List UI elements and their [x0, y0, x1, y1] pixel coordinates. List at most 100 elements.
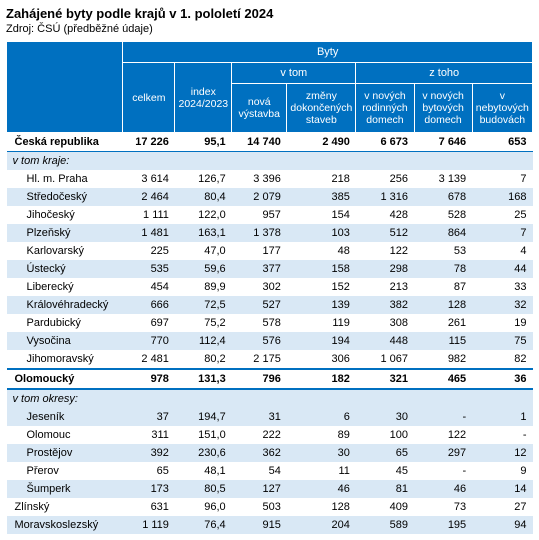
cell: 163,1 [175, 224, 232, 242]
cell: 1 316 [356, 188, 414, 206]
cell: 7 [472, 170, 532, 188]
table-row: Zlínský63196,05031284097327 [7, 498, 533, 516]
cell: 81 [356, 480, 414, 498]
cell: 30 [356, 408, 414, 426]
cell: 7 646 [414, 133, 472, 152]
table-row: Prostějov392230,6362306529712 [7, 444, 533, 462]
cell: 154 [287, 206, 356, 224]
table-row: Česká republika17 22695,114 7402 4906 67… [7, 133, 533, 152]
page-subtitle: Zdroj: ČSÚ (předběžné údaje) [6, 23, 533, 35]
header-group-vtom: v tom [232, 63, 356, 84]
cell: 37 [123, 408, 175, 426]
table-row: Ústecký53559,63771582987844 [7, 260, 533, 278]
cell: 72,5 [175, 296, 232, 314]
cell: 311 [123, 426, 175, 444]
cell: 128 [287, 498, 356, 516]
cell: 362 [232, 444, 287, 462]
cell: 46 [287, 480, 356, 498]
cell: 182 [287, 369, 356, 389]
cell: 59,6 [175, 260, 232, 278]
cell: 535 [123, 260, 175, 278]
cell: 2 175 [232, 350, 287, 369]
cell: 76,4 [175, 516, 232, 534]
cell: 75,2 [175, 314, 232, 332]
cell: 122 [356, 242, 414, 260]
cell: - [414, 462, 472, 480]
cell: 47,0 [175, 242, 232, 260]
row-label: Hl. m. Praha [7, 170, 123, 188]
cell: 48,1 [175, 462, 232, 480]
cell: 527 [232, 296, 287, 314]
header-blank [7, 42, 123, 133]
header-col-3: změny dokončených staveb [287, 84, 356, 133]
cell: 94 [472, 516, 532, 534]
cell: 151,0 [175, 426, 232, 444]
data-table: Byty celkem index 2024/2023 v tom z toho… [6, 41, 533, 534]
row-label: Moravskoslezský [7, 516, 123, 534]
row-label: Jihočeský [7, 206, 123, 224]
header-col-5: v nových bytových domech [414, 84, 472, 133]
cell: 11 [287, 462, 356, 480]
cell: 89,9 [175, 278, 232, 296]
cell: 131,3 [175, 369, 232, 389]
cell: 48 [287, 242, 356, 260]
cell: 100 [356, 426, 414, 444]
cell: 770 [123, 332, 175, 350]
cell: 65 [356, 444, 414, 462]
cell: 194 [287, 332, 356, 350]
row-label: Olomoucký [7, 369, 123, 389]
cell: 127 [232, 480, 287, 498]
cell: 982 [414, 350, 472, 369]
cell: 864 [414, 224, 472, 242]
cell: 31 [232, 408, 287, 426]
cell: 1 119 [123, 516, 175, 534]
cell: - [472, 426, 532, 444]
cell: 306 [287, 350, 356, 369]
cell: 73 [414, 498, 472, 516]
cell: 448 [356, 332, 414, 350]
cell: 65 [123, 462, 175, 480]
cell: 25 [472, 206, 532, 224]
cell: 213 [356, 278, 414, 296]
cell: 2 481 [123, 350, 175, 369]
section-header: v tom kraje: [7, 152, 533, 171]
cell: 95,1 [175, 133, 232, 152]
table-row: Olomouc311151,022289100122- [7, 426, 533, 444]
cell: 14 [472, 480, 532, 498]
cell: 27 [472, 498, 532, 516]
header-top: Byty [123, 42, 533, 63]
cell: 119 [287, 314, 356, 332]
cell: 173 [123, 480, 175, 498]
row-label: Královéhradecký [7, 296, 123, 314]
cell: 115 [414, 332, 472, 350]
cell: 80,4 [175, 188, 232, 206]
cell: 2 490 [287, 133, 356, 152]
cell: 128 [414, 296, 472, 314]
cell: 631 [123, 498, 175, 516]
section-header: v tom okresy: [7, 389, 533, 408]
table-row: Jihočeský1 111122,095715442852825 [7, 206, 533, 224]
cell: 78 [414, 260, 472, 278]
cell: 3 139 [414, 170, 472, 188]
cell: 17 226 [123, 133, 175, 152]
section-label: v tom kraje: [7, 152, 533, 171]
header-group-ztoho: z toho [356, 63, 533, 84]
row-label: Zlínský [7, 498, 123, 516]
cell: 9 [472, 462, 532, 480]
cell: 36 [472, 369, 532, 389]
cell: 302 [232, 278, 287, 296]
cell: 152 [287, 278, 356, 296]
cell: 576 [232, 332, 287, 350]
cell: 80,5 [175, 480, 232, 498]
cell: 528 [414, 206, 472, 224]
cell: 308 [356, 314, 414, 332]
row-label: Olomouc [7, 426, 123, 444]
row-label: Jeseník [7, 408, 123, 426]
table-row: Pardubický69775,257811930826119 [7, 314, 533, 332]
cell: 53 [414, 242, 472, 260]
cell: 204 [287, 516, 356, 534]
table-row: Vysočina770112,457619444811575 [7, 332, 533, 350]
cell: - [414, 408, 472, 426]
table-row: Hl. m. Praha3 614126,73 3962182563 1397 [7, 170, 533, 188]
cell: 96,0 [175, 498, 232, 516]
